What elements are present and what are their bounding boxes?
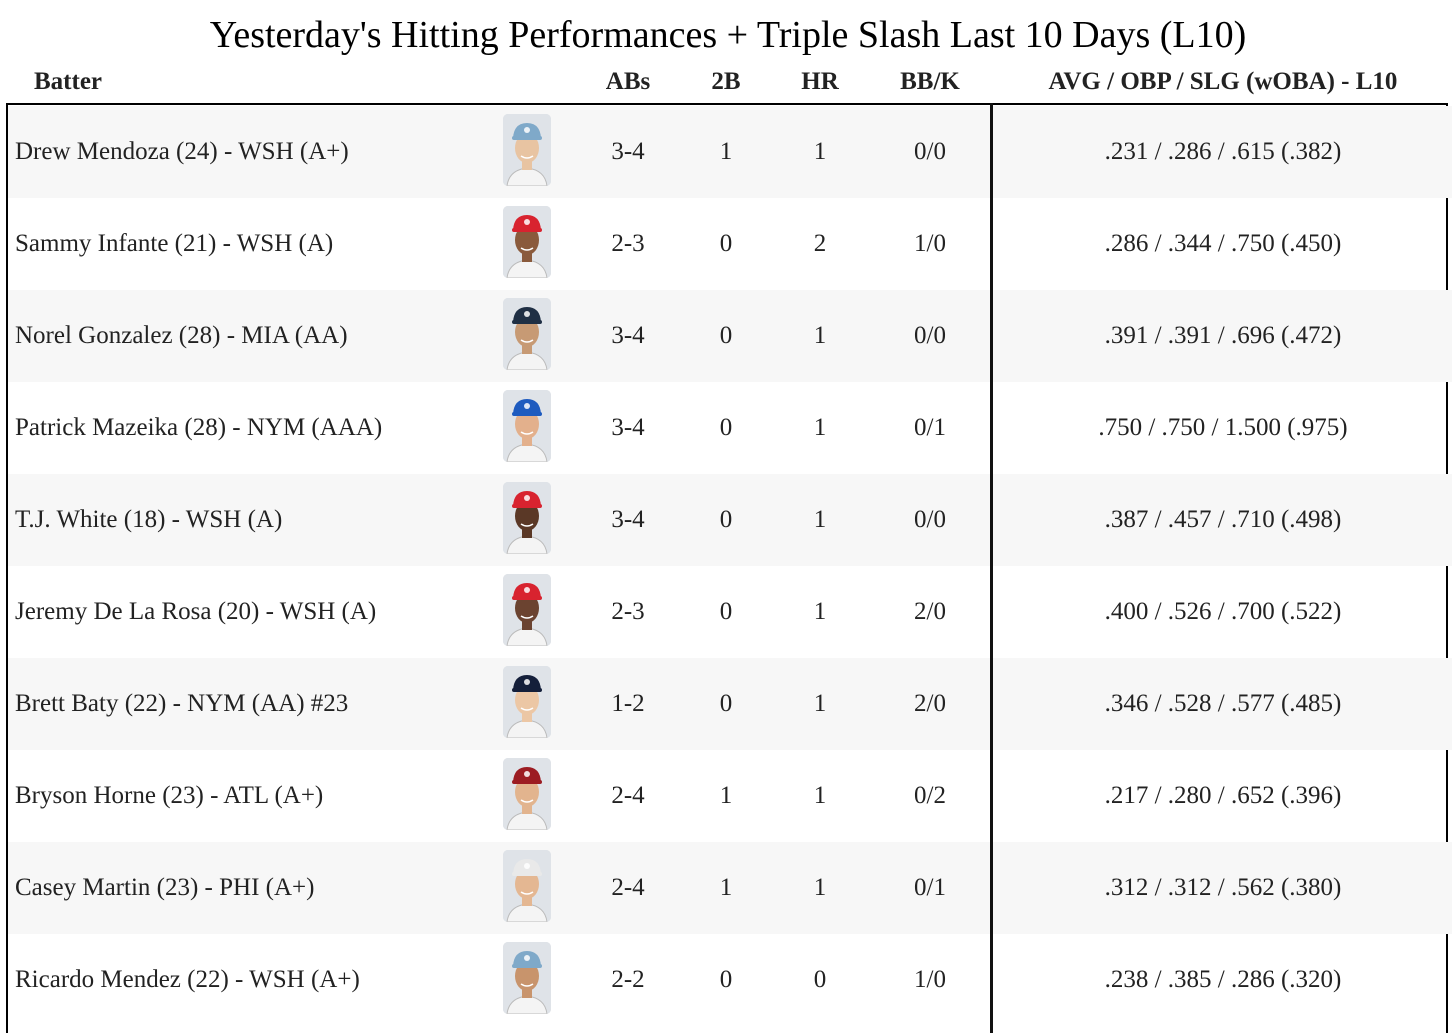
player-headshot-icon: [503, 666, 551, 738]
player-headshot-icon: [503, 850, 551, 922]
batter-name: Patrick Mazeika (28) - NYM (AAA): [15, 414, 383, 441]
doubles-cell: 0: [719, 690, 733, 717]
home-runs-cell: 1: [813, 690, 827, 717]
walks-strikeouts-cell: 0/0: [914, 506, 946, 533]
table-row: Ricardo Mendez (22) - WSH (A+) 2-2 0 0 1/0 .2…: [8, 934, 1452, 1026]
table-row: Norel Gonzalez (28) - MIA (AA) 3-4 0 1 0/0 .3…: [8, 290, 1452, 382]
at-bats-cell: 3-4: [611, 322, 645, 349]
walks-strikeouts-cell: 0/2: [914, 782, 946, 809]
batter-name: Norel Gonzalez (28) - MIA (AA): [15, 322, 348, 349]
slash-line-cell: .312 / .312 / .562 (.380): [1104, 874, 1342, 901]
doubles-cell: 0: [719, 230, 733, 257]
at-bats-cell: 2-2: [611, 966, 645, 993]
batter-name: Drew Mendoza (24) - WSH (A+): [15, 138, 349, 165]
batter-name: Ricardo Mendez (22) - WSH (A+): [15, 966, 360, 993]
stats-table: [6, 103, 1448, 1033]
at-bats-cell: 1-2: [611, 690, 645, 717]
home-runs-cell: 1: [813, 138, 827, 165]
batter-name: Jeremy De La Rosa (20) - WSH (A): [15, 598, 377, 625]
home-runs-cell: 0: [813, 966, 827, 993]
at-bats-cell: 3-4: [611, 414, 645, 441]
at-bats-cell: 2-4: [611, 874, 645, 901]
table-row: Patrick Mazeika (28) - NYM (AAA) 3-4 0 1 0/1…: [8, 382, 1452, 474]
home-runs-cell: 1: [813, 874, 827, 901]
table-row: Sammy Infante (21) - WSH (A) 2-3 0 2 1/0 .286…: [8, 198, 1452, 290]
at-bats-cell: 2-4: [611, 782, 645, 809]
player-headshot-icon: [503, 758, 551, 830]
at-bats-cell: 2-3: [611, 598, 645, 625]
slash-line-cell: .750 / .750 / 1.500 (.975): [1098, 414, 1348, 441]
table-row: Casey Martin (23) - PHI (A+) 2-4 1 1 0/1 .312…: [8, 842, 1452, 934]
batter-name: Bryson Horne (23) - ATL (A+): [15, 782, 324, 809]
doubles-cell: 0: [719, 322, 733, 349]
header-batter: Batter: [34, 68, 103, 95]
walks-strikeouts-cell: 2/0: [914, 690, 946, 717]
walks-strikeouts-cell: 0/0: [914, 138, 946, 165]
walks-strikeouts-cell: 0/1: [914, 874, 946, 901]
slash-line-cell: .400 / .526 / .700 (.522): [1104, 598, 1342, 625]
header-slash-line: AVG / OBP / SLG (wOBA) - L10: [1048, 68, 1398, 95]
slash-line-cell: .286 / .344 / .750 (.450): [1104, 230, 1342, 257]
doubles-cell: 0: [719, 598, 733, 625]
doubles-cell: 0: [719, 506, 733, 533]
table-row: Brett Baty (22) - NYM (AA) #23 1-2 0 1 2/0 .3…: [8, 658, 1452, 750]
walks-strikeouts-cell: 0/0: [914, 322, 946, 349]
slash-line-cell: .387 / .457 / .710 (.498): [1104, 506, 1342, 533]
doubles-cell: 1: [719, 874, 733, 901]
player-headshot-icon: [503, 574, 551, 646]
home-runs-cell: 1: [813, 782, 827, 809]
table-row: Drew Mendoza (24) - WSH (A+) 3-4 1 1 0/0 .231…: [8, 106, 1452, 198]
batter-name: T.J. White (18) - WSH (A): [15, 506, 283, 533]
at-bats-cell: 3-4: [611, 138, 645, 165]
walks-strikeouts-cell: 1/0: [914, 966, 946, 993]
home-runs-cell: 1: [813, 506, 827, 533]
home-runs-cell: 1: [813, 414, 827, 441]
batter-name: Brett Baty (22) - NYM (AA) #23: [15, 690, 349, 717]
home-runs-cell: 1: [813, 598, 827, 625]
batter-name: Casey Martin (23) - PHI (A+): [15, 874, 315, 901]
header-2b: 2B: [711, 68, 741, 95]
doubles-cell: 1: [719, 782, 733, 809]
walks-strikeouts-cell: 2/0: [914, 598, 946, 625]
player-headshot-icon: [503, 206, 551, 278]
header-hr: HR: [801, 68, 839, 95]
home-runs-cell: 1: [813, 322, 827, 349]
player-headshot-icon: [503, 114, 551, 186]
header-bbk: BB/K: [900, 68, 960, 95]
table-row: Jeremy De La Rosa (20) - WSH (A) 2-3 0 1 2/0…: [8, 566, 1452, 658]
player-headshot-icon: [503, 942, 551, 1014]
at-bats-cell: 3-4: [611, 506, 645, 533]
page-title: Yesterday's Hitting Performances + Tripl…: [209, 14, 1247, 56]
header-abs: ABs: [605, 68, 651, 95]
slash-line-cell: .238 / .385 / .286 (.320): [1104, 966, 1342, 993]
slash-line-cell: .217 / .280 / .652 (.396): [1104, 782, 1342, 809]
batter-name: Sammy Infante (21) - WSH (A): [15, 230, 334, 257]
player-headshot-icon: [503, 390, 551, 462]
slash-line-cell: .346 / .528 / .577 (.485): [1104, 690, 1342, 717]
player-headshot-icon: [503, 298, 551, 370]
walks-strikeouts-cell: 0/1: [914, 414, 946, 441]
doubles-cell: 0: [719, 414, 733, 441]
home-runs-cell: 2: [813, 230, 827, 257]
player-headshot-icon: [503, 482, 551, 554]
doubles-cell: 0: [719, 966, 733, 993]
table-row: Bryson Horne (23) - ATL (A+) 2-4 1 1 0/2 .217…: [8, 750, 1452, 842]
slash-line-cell: .391 / .391 / .696 (.472): [1104, 322, 1342, 349]
column-divider: [990, 103, 993, 1033]
walks-strikeouts-cell: 1/0: [914, 230, 946, 257]
at-bats-cell: 2-3: [611, 230, 645, 257]
slash-line-cell: .231 / .286 / .615 (.382): [1104, 138, 1342, 165]
doubles-cell: 1: [719, 138, 733, 165]
table-row: T.J. White (18) - WSH (A) 3-4 0 1 0/0 .387 / …: [8, 474, 1452, 566]
